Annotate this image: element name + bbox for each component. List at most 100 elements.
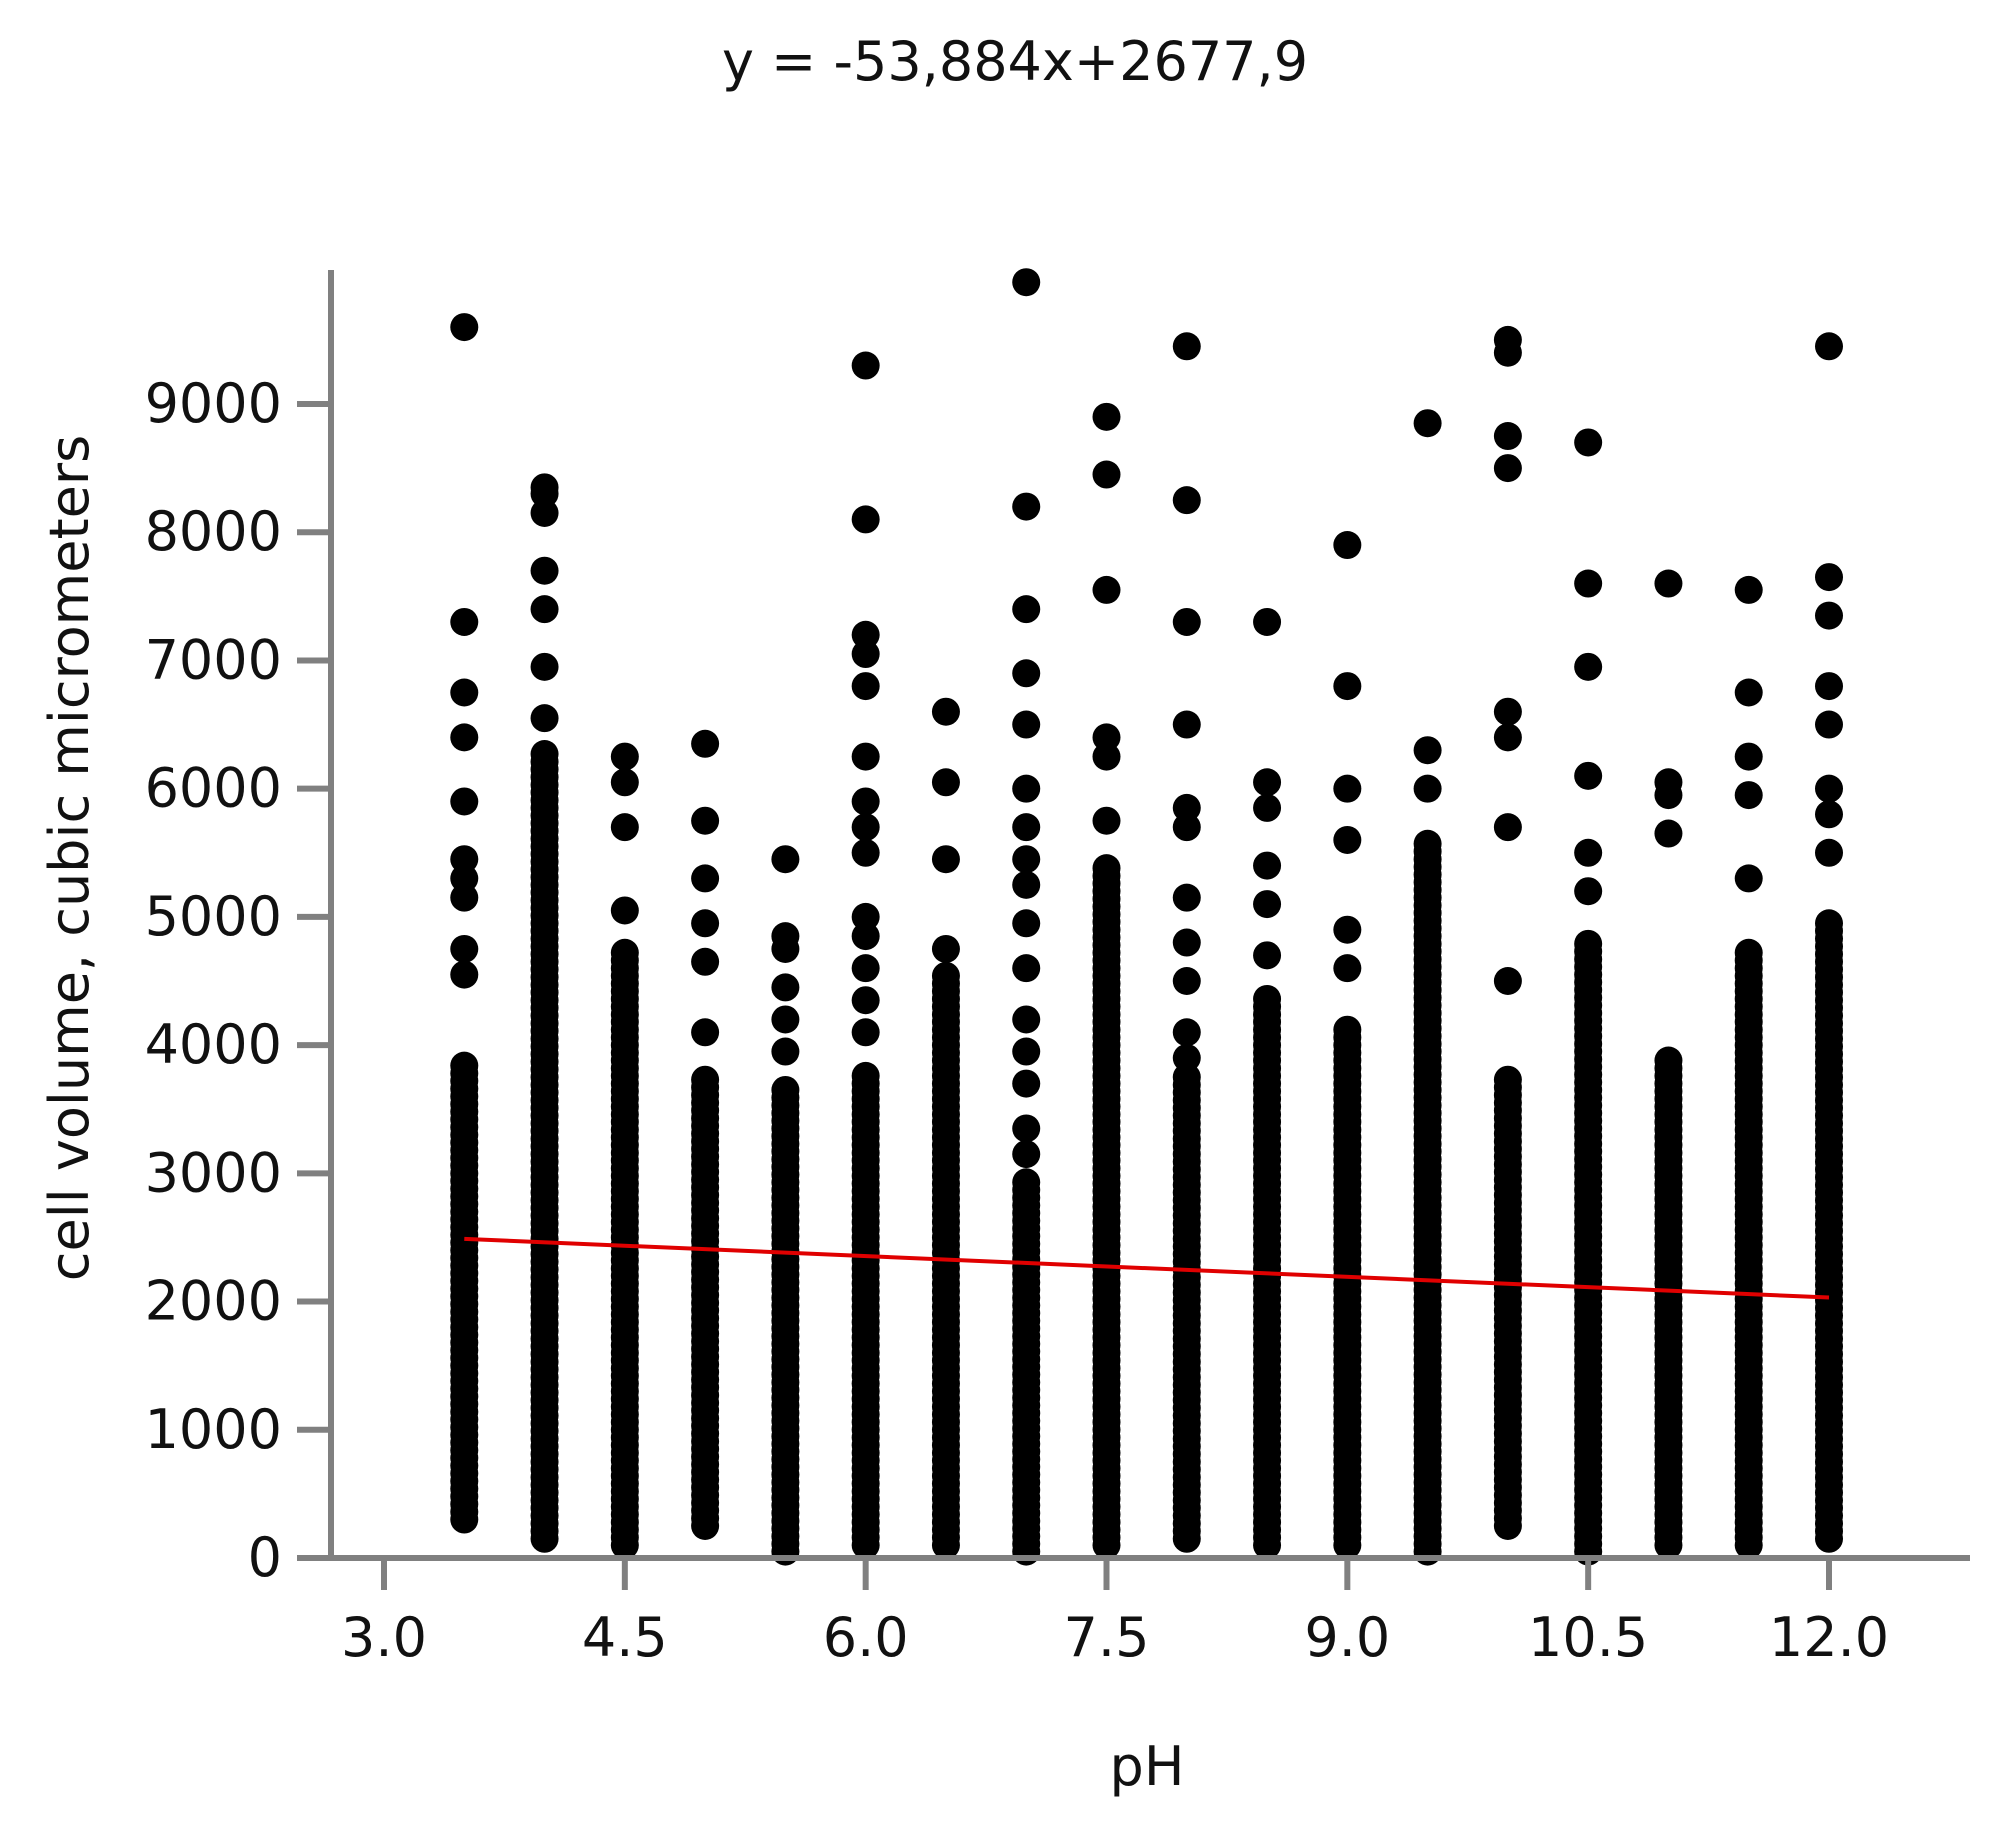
data-point bbox=[771, 1037, 800, 1066]
data-point bbox=[1574, 838, 1603, 867]
data-point bbox=[450, 678, 479, 707]
data-point bbox=[851, 986, 880, 1015]
data-point bbox=[1493, 325, 1522, 354]
data-point bbox=[1172, 1063, 1201, 1092]
data-point bbox=[851, 742, 880, 771]
data-point bbox=[1012, 870, 1041, 899]
data-point bbox=[771, 1075, 800, 1104]
x-tick-label: 10.5 bbox=[1528, 1606, 1648, 1669]
x-tick-label: 3.0 bbox=[341, 1606, 427, 1669]
data-point bbox=[450, 960, 479, 989]
data-point bbox=[1092, 742, 1121, 771]
data-point bbox=[1734, 575, 1763, 604]
data-point bbox=[1253, 768, 1282, 797]
data-point bbox=[771, 973, 800, 1002]
y-tick-label: 7000 bbox=[145, 628, 282, 691]
data-point bbox=[1012, 1168, 1041, 1197]
data-point bbox=[1012, 268, 1041, 297]
data-point bbox=[450, 1051, 479, 1080]
data-point bbox=[851, 640, 880, 669]
x-tick-label: 12.0 bbox=[1769, 1606, 1889, 1669]
data-point bbox=[1574, 652, 1603, 681]
data-point bbox=[450, 864, 479, 893]
data-point bbox=[1815, 601, 1843, 630]
data-point bbox=[610, 742, 639, 771]
data-point bbox=[1654, 768, 1683, 797]
data-point bbox=[1012, 710, 1041, 739]
data-point bbox=[1333, 1015, 1362, 1044]
data-point bbox=[450, 313, 479, 342]
data-point bbox=[851, 902, 880, 931]
data-point bbox=[1172, 486, 1201, 515]
x-tick-label: 6.0 bbox=[823, 1606, 909, 1669]
data-point bbox=[450, 845, 479, 874]
data-point bbox=[1012, 909, 1041, 938]
data-point bbox=[1574, 569, 1603, 598]
data-point bbox=[1493, 1065, 1522, 1094]
data-point bbox=[450, 934, 479, 963]
data-point bbox=[1333, 531, 1362, 560]
data-point bbox=[691, 909, 720, 938]
data-point bbox=[851, 954, 880, 983]
data-point bbox=[450, 787, 479, 816]
data-point bbox=[1012, 1114, 1041, 1143]
data-point bbox=[1815, 774, 1843, 803]
trendline bbox=[464, 1236, 1830, 1300]
data-point bbox=[610, 938, 639, 967]
data-point bbox=[1253, 851, 1282, 880]
data-point bbox=[1172, 883, 1201, 912]
data-point bbox=[1092, 806, 1121, 835]
data-point bbox=[1012, 1069, 1041, 1098]
data-point bbox=[1253, 941, 1282, 970]
x-tick-label: 7.5 bbox=[1064, 1606, 1150, 1669]
data-point bbox=[1092, 854, 1121, 883]
data-point bbox=[1092, 723, 1121, 752]
data-point bbox=[1413, 774, 1442, 803]
data-point bbox=[1815, 563, 1843, 592]
x-axis-ticks: 3.0 4.5 6.0 7.5 9.0 10.5 12.0 bbox=[341, 1558, 1889, 1669]
data-point bbox=[1172, 1043, 1201, 1072]
y-tick-label: 4000 bbox=[145, 1013, 282, 1076]
data-point bbox=[1734, 742, 1763, 771]
y-tick-label: 0 bbox=[248, 1526, 282, 1589]
data-point bbox=[1172, 928, 1201, 957]
data-point bbox=[1574, 929, 1603, 958]
y-tick-label: 2000 bbox=[145, 1270, 282, 1333]
y-tick-label: 3000 bbox=[145, 1141, 282, 1204]
data-point bbox=[1172, 607, 1201, 636]
data-point bbox=[1574, 761, 1603, 790]
data-point bbox=[530, 740, 559, 769]
data-point bbox=[1333, 825, 1362, 854]
data-point bbox=[1253, 607, 1282, 636]
data-point bbox=[851, 813, 880, 842]
data-point bbox=[851, 787, 880, 816]
data-point bbox=[851, 505, 880, 534]
data-point bbox=[530, 473, 559, 502]
data-point bbox=[530, 595, 559, 624]
data-point bbox=[851, 672, 880, 701]
data-point bbox=[931, 961, 960, 990]
data-point bbox=[1012, 1140, 1041, 1169]
data-point bbox=[1413, 409, 1442, 438]
y-tick-label: 9000 bbox=[145, 372, 282, 435]
data-point bbox=[691, 947, 720, 976]
data-point bbox=[1815, 800, 1843, 829]
data-point bbox=[1012, 492, 1041, 521]
data-point bbox=[1092, 460, 1121, 489]
data-point bbox=[1734, 938, 1763, 967]
data-point bbox=[691, 1018, 720, 1047]
data-point bbox=[851, 838, 880, 867]
data-point bbox=[1333, 774, 1362, 803]
x-tick-label: 9.0 bbox=[1304, 1606, 1390, 1669]
x-axis-title: pH bbox=[1110, 1735, 1185, 1798]
data-point bbox=[1012, 813, 1041, 842]
y-axis-title: cell volume, cubic micrometers bbox=[38, 435, 101, 1281]
data-point bbox=[530, 556, 559, 585]
data-point bbox=[1493, 454, 1522, 483]
data-point bbox=[610, 896, 639, 925]
data-point bbox=[1734, 678, 1763, 707]
chart-title: y = -53,884x+2677,9 bbox=[722, 30, 1308, 93]
data-point bbox=[1734, 781, 1763, 810]
data-point bbox=[1413, 736, 1442, 765]
